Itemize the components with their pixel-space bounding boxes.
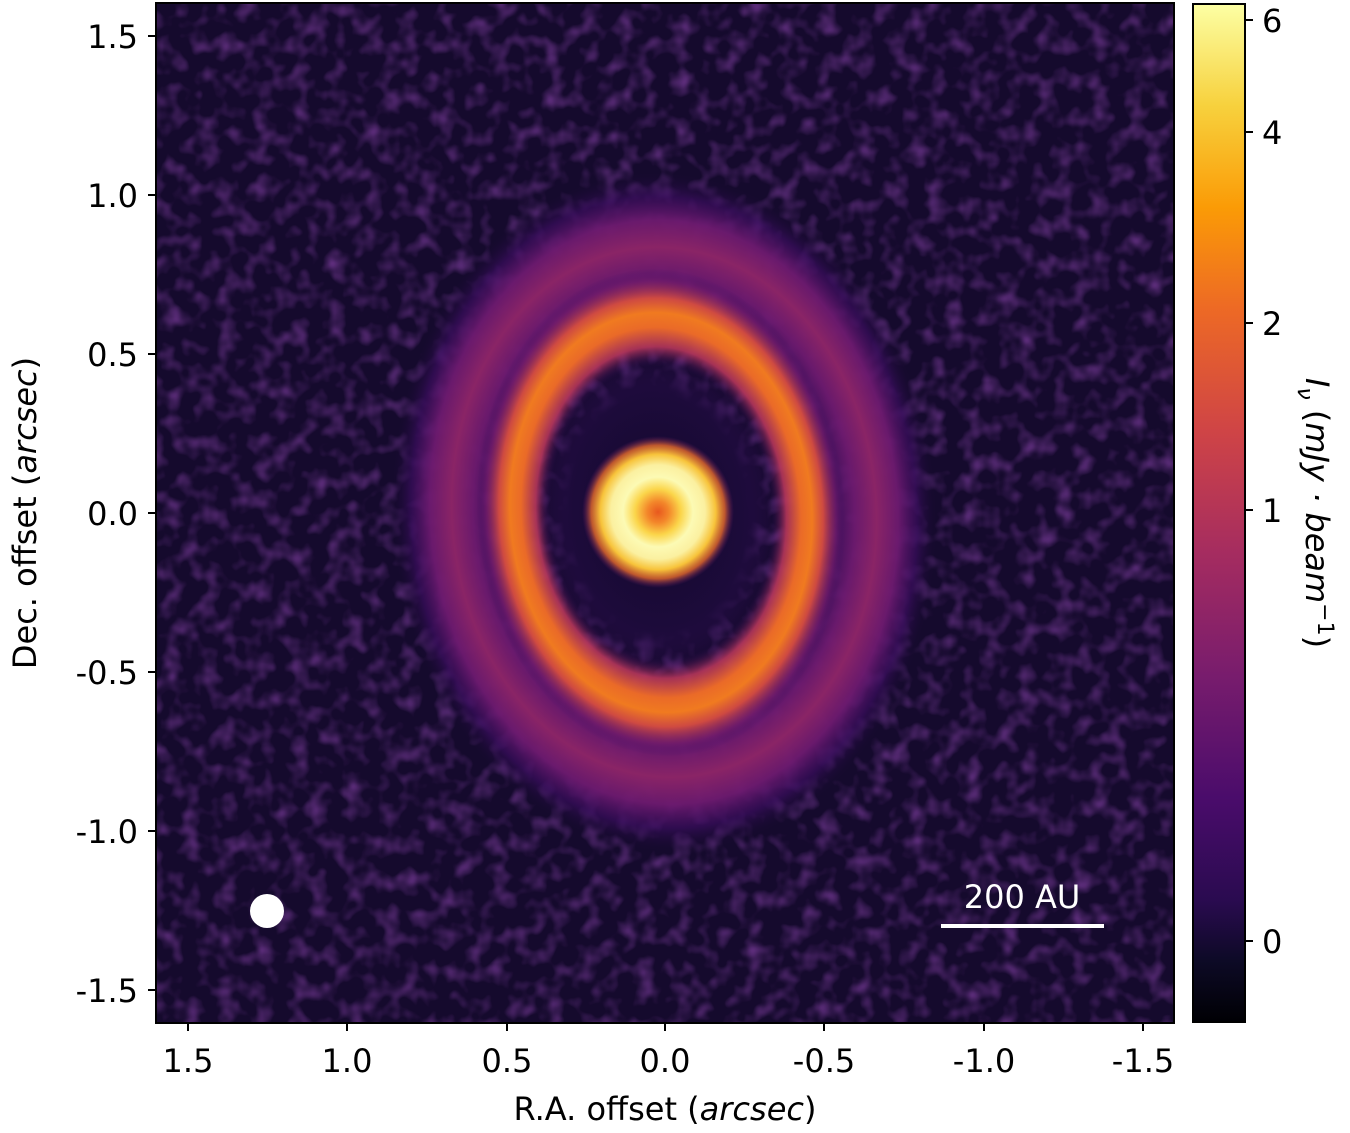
y-tick-label: -1.5 (76, 972, 138, 1010)
y-axis-label: Dec. offset (arcsec) (6, 357, 44, 669)
x-tick-label: 0.0 (640, 1042, 691, 1080)
x-tick-label: 0.5 (482, 1042, 533, 1080)
beam-ellipse (250, 894, 284, 928)
y-tick-label: 0.0 (87, 495, 138, 533)
x-axis-label: R.A. offset (arcsec) (514, 1090, 817, 1128)
x-tick-label: -1.5 (1112, 1042, 1174, 1080)
colorbar-gradient (1193, 4, 1245, 1022)
y-tick-label: -1.0 (76, 813, 138, 851)
intensity-map: 200 AU (156, 3, 1174, 1023)
x-axis (187, 1023, 1144, 1031)
colorbar-tick-label: 1 (1262, 492, 1282, 530)
colorbar-tick-label: 2 (1262, 305, 1282, 343)
scale-bar-label: 200 AU (964, 878, 1081, 916)
y-tick-label: 0.5 (87, 336, 138, 374)
colorbar-tick-label: 0 (1262, 923, 1282, 961)
y-tick-label: 1.0 (87, 177, 138, 215)
x-tick-label: -0.5 (793, 1042, 855, 1080)
colorbar: 6 4 2 1 0 Iν (mJy · beam−1) (1192, 2, 1337, 1023)
x-tick-label: 1.0 (322, 1042, 373, 1080)
colorbar-label: Iν (mJy · beam−1) (1292, 378, 1337, 648)
inner-ring (582, 436, 734, 588)
x-tick-label: -1.0 (953, 1042, 1015, 1080)
colorbar-tick-label: 4 (1262, 114, 1282, 152)
x-tick-label: 1.5 (163, 1042, 214, 1080)
y-tick-label: -0.5 (76, 654, 138, 692)
y-axis (148, 35, 156, 991)
colorbar-tick-label: 6 (1262, 2, 1282, 40)
y-tick-label: 1.5 (87, 18, 138, 56)
